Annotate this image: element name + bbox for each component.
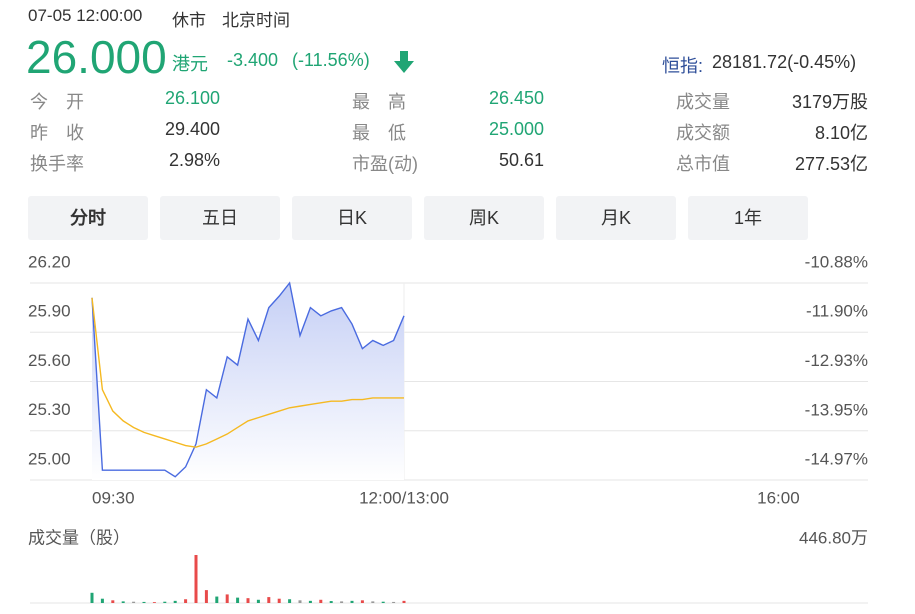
timezone: 北京时间 [222,11,290,30]
y-tick-label: 25.00 [28,449,71,468]
y2-tick-label: -13.95% [805,400,868,419]
x-tick-label: 12:00/13:00 [359,488,449,507]
volume-bar [288,599,292,603]
tab[interactable]: 1年 [688,196,808,240]
volume-bar [184,599,188,603]
volume-bar [236,597,240,603]
volume-max-label: 446.80万 [799,528,868,547]
volume-bar [360,600,364,603]
y-tick-label: 25.60 [28,351,71,370]
stat-value: 277.53亿 [794,154,868,174]
volume-bar [215,596,219,603]
stat-label: 总市值 [676,154,730,174]
volume-bar [142,601,146,603]
y-tick-label: 25.30 [28,400,71,419]
volume-bar [111,600,115,603]
tab[interactable]: 分时 [28,196,148,240]
x-tick-label: 16:00 [757,488,800,507]
tab[interactable]: 月K [556,196,676,240]
y2-tick-label: -11.90% [806,302,868,321]
stat-value: 8.10亿 [814,123,868,143]
volume-bar [132,601,136,603]
stat-value: 25.000 [488,119,544,139]
datetime: 07-05 12:00:00 [28,6,143,25]
volume-bar [402,600,406,603]
tab[interactable]: 五日 [160,196,280,240]
volume-bar [194,555,198,603]
average-line [91,297,404,448]
y-tick-label: 25.90 [28,302,71,321]
volume-bar [225,594,229,603]
volume-bar [173,600,177,603]
stat-label: 昨 收 [30,123,84,143]
volume-bar [152,602,156,603]
y2-tick-label: -14.97% [805,449,868,468]
volume-bar [163,601,167,603]
stat-value: 29.400 [164,119,220,139]
change-pct: (-11.56%) [292,50,370,70]
volume-bar [308,600,312,603]
volume-bar [350,600,354,603]
stat-label: 市盈(动) [352,154,418,174]
price: 26.000 [26,31,167,83]
volume-bar [204,590,208,603]
volume-bar [381,601,385,603]
stat-label: 成交额 [676,123,730,143]
stat-value: 2.98% [168,150,220,170]
volume-bar [298,600,302,603]
price-line [91,281,405,478]
volume-bar [392,601,396,603]
stat-label: 最 低 [352,123,406,143]
stat-label: 今 开 [30,92,84,112]
volume-bar [329,601,333,603]
x-tick-label: 09:30 [92,488,135,507]
volume-bar [256,599,260,603]
change: -3.400 [227,50,279,70]
stat-label: 换手率 [30,154,84,174]
currency: 港元 [172,54,208,74]
index-value: 28181.72(-0.45%) [712,52,857,72]
volume-bar [340,601,344,603]
y2-tick-label: -10.88% [805,252,868,271]
volume-bar [90,592,94,603]
stat-value: 50.61 [498,150,544,170]
stat-label: 最 高 [352,92,406,112]
stat-value: 26.100 [164,88,220,108]
price-area [92,283,404,480]
stat-label: 成交量 [676,92,730,112]
volume-bar [267,597,271,603]
stat-value: 26.450 [488,88,544,108]
stat-value: 3179万股 [791,92,868,112]
y-tick-label: 26.20 [28,252,71,271]
volume-bar [371,601,375,603]
market-status: 休市 [172,11,206,30]
tab[interactable]: 日K [292,196,412,240]
y2-tick-label: -12.93% [805,351,868,370]
volume-title: 成交量（股） [28,528,130,547]
volume-bar [277,598,281,603]
index-label: 恒指: [662,56,704,76]
volume-bar [246,598,250,603]
tab[interactable]: 周K [424,196,544,240]
volume-bar [121,601,125,603]
down-arrow [394,51,414,73]
volume-bar [100,598,104,603]
volume-bar [319,599,323,603]
